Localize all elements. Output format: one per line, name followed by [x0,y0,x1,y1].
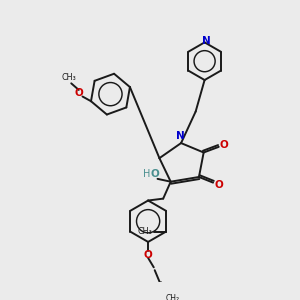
Text: N: N [176,131,184,142]
Text: O: O [144,250,152,260]
Text: N: N [202,36,211,46]
Text: O: O [74,88,83,98]
Text: O: O [150,169,159,179]
Text: CH₃: CH₃ [62,73,77,82]
Text: H: H [142,169,150,179]
Text: O: O [220,140,229,150]
Text: O: O [214,179,223,190]
Text: CH₂: CH₂ [166,294,180,300]
Text: CH₃: CH₃ [138,227,153,236]
